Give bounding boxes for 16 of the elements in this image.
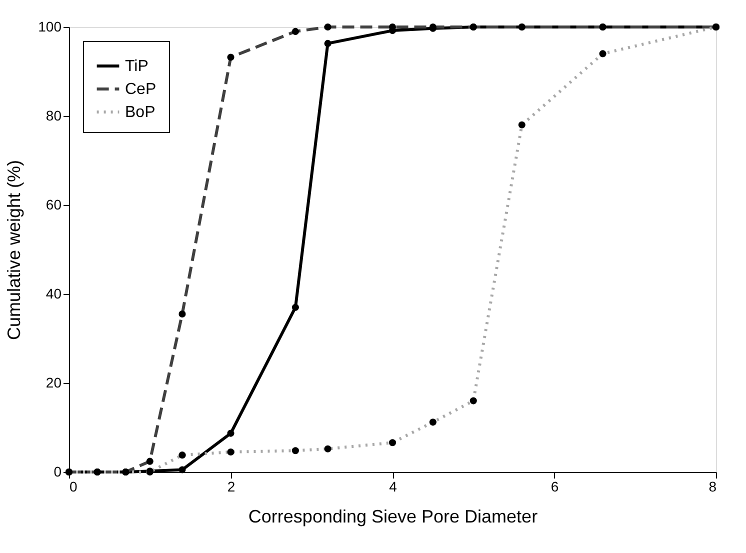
- legend-label: CeP: [125, 81, 156, 98]
- x-tick-label: 8: [708, 478, 717, 494]
- y-tick-label: 40: [46, 286, 62, 302]
- y-tick-label: 100: [38, 18, 62, 34]
- y-axis-title: Cumulative weight (%): [4, 160, 24, 340]
- legend-label: BoP: [125, 104, 156, 121]
- y-tick-label: 80: [46, 108, 62, 124]
- y-tick-label: 20: [46, 374, 62, 390]
- x-tick-label: 6: [550, 478, 559, 494]
- x-tick-label: 0: [70, 478, 78, 494]
- y-tick-label: 0: [54, 464, 62, 480]
- x-tick-label: 2: [227, 478, 236, 494]
- x-axis-title: Corresponding Sieve Pore Diameter: [248, 506, 538, 526]
- legend-label: TiP: [125, 58, 148, 75]
- y-tick-label: 60: [46, 196, 62, 212]
- x-tick-label: 4: [389, 478, 398, 494]
